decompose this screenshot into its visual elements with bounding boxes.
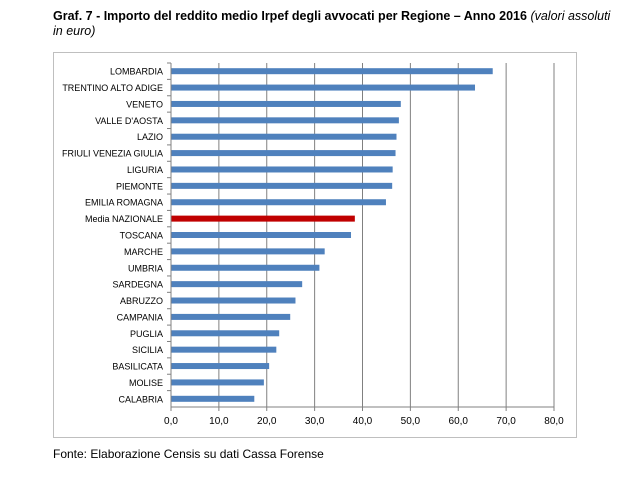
bar: [171, 395, 255, 402]
category-label: LAZIO: [137, 132, 163, 142]
category-label: MARCHE: [124, 247, 163, 257]
bar: [171, 166, 393, 173]
x-tick-label: 10,0: [209, 416, 229, 427]
category-label: VALLE D'AOSTA: [95, 116, 163, 126]
category-label: CAMPANIA: [117, 312, 163, 322]
category-label: TOSCANA: [120, 231, 163, 241]
bar: [171, 363, 270, 370]
bar: [171, 281, 303, 288]
category-label: SICILIA: [132, 345, 163, 355]
bar: [171, 84, 476, 91]
x-tick-label: 20,0: [257, 416, 277, 427]
category-label: LIGURIA: [127, 165, 163, 175]
bar: [171, 379, 264, 386]
x-tick-label: 30,0: [305, 416, 325, 427]
category-label: CALABRIA: [118, 394, 163, 404]
category-label: PIEMONTE: [116, 181, 163, 191]
x-tick-label: 80,0: [544, 416, 564, 427]
x-tick-label: 0,0: [164, 416, 178, 427]
bar: [171, 232, 352, 238]
category-label: ABRUZZO: [120, 296, 163, 306]
bar: [171, 264, 320, 271]
category-label: SARDEGNA: [112, 280, 163, 290]
x-tick-label: 60,0: [449, 416, 469, 427]
category-label: EMILIA ROMAGNA: [85, 198, 163, 208]
category-label: VENETO: [126, 99, 163, 109]
category-label: PUGLIA: [130, 329, 163, 339]
category-label: BASILICATA: [112, 362, 163, 372]
bar: [171, 133, 397, 140]
chart-area: [53, 52, 577, 438]
highlight-bar: [171, 215, 355, 222]
bar: [171, 150, 396, 157]
bar: [171, 313, 291, 320]
category-label: FRIULI VENEZIA GIULIA: [62, 149, 163, 159]
bar: [171, 248, 325, 255]
bar: [171, 100, 401, 107]
bar: [171, 297, 296, 304]
chart-title-note: (valori assoluti in euro): [53, 9, 611, 38]
category-label: Media NAZIONALE: [85, 214, 163, 224]
bar: [171, 182, 393, 189]
bar: [171, 199, 386, 206]
category-label: UMBRIA: [128, 263, 163, 273]
source-note: Fonte: Elaborazione Censis su dati Cassa…: [53, 447, 324, 461]
chart-title-main: Graf. 7 - Importo del reddito medio Irpe…: [53, 9, 527, 23]
x-tick-label: 70,0: [496, 416, 516, 427]
chart-title: Graf. 7 - Importo del reddito medio Irpe…: [53, 9, 613, 39]
category-label: MOLISE: [129, 378, 163, 388]
category-label: TRENTINO ALTO ADIGE: [62, 83, 163, 93]
bar: [171, 117, 399, 124]
category-label: LOMBARDIA: [110, 67, 163, 77]
bar: [171, 330, 280, 337]
x-tick-label: 50,0: [401, 416, 421, 427]
x-tick-label: 40,0: [353, 416, 373, 427]
bar: [171, 68, 493, 75]
bar: [171, 346, 277, 353]
